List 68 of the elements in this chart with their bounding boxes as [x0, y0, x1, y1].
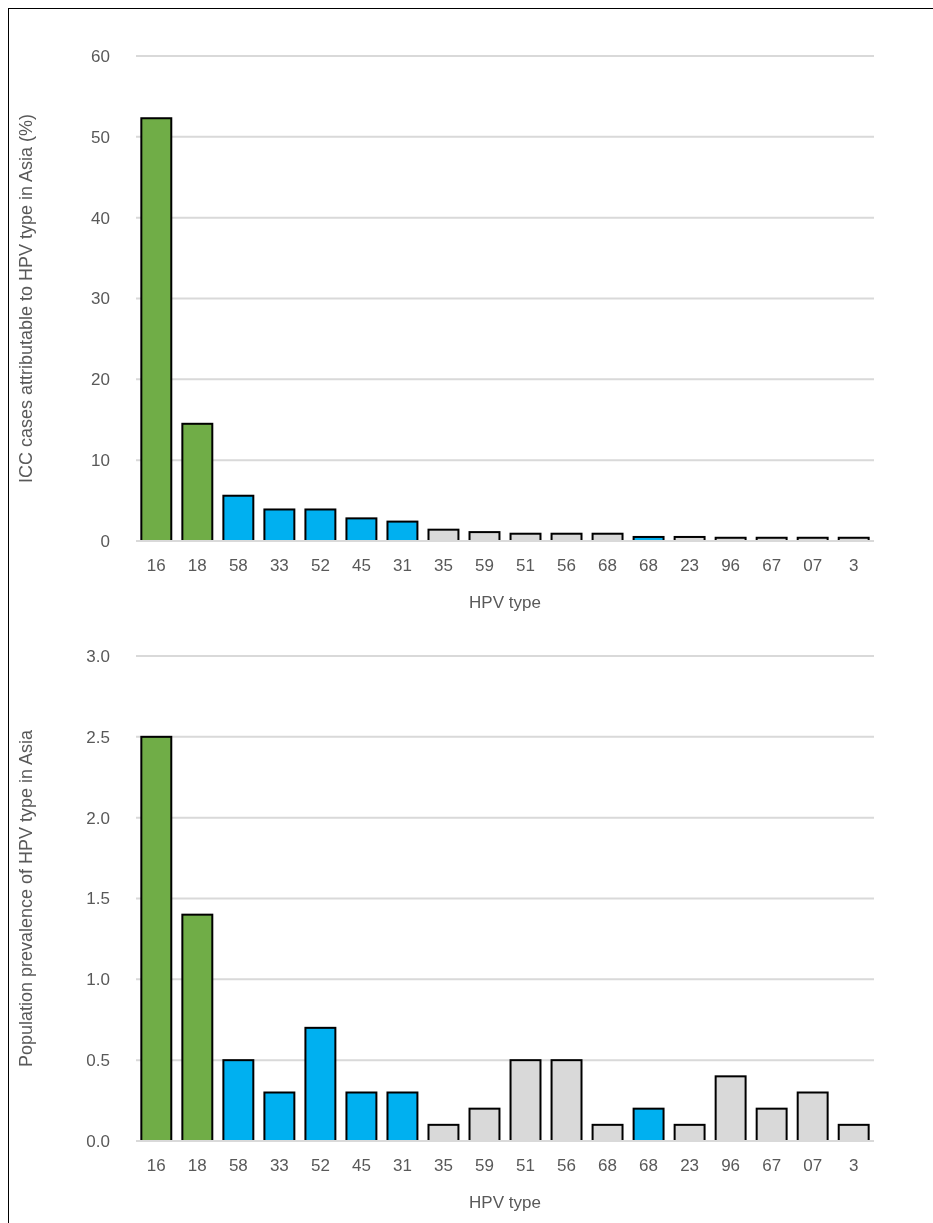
- y-tick-label: 60: [91, 46, 110, 66]
- bar: [263, 508, 296, 542]
- y-tick-label: 3.0: [86, 646, 110, 666]
- x-tick-label: 33: [269, 556, 289, 575]
- bar: [345, 517, 378, 542]
- x-tick-label: 67: [762, 1156, 782, 1175]
- bar: [632, 1107, 665, 1142]
- x-tick-label: 56: [557, 1156, 576, 1175]
- x-tick-label: 68: [598, 1156, 618, 1175]
- x-tick-label: 96: [721, 556, 741, 575]
- bar: [304, 508, 337, 542]
- bar: [181, 422, 214, 542]
- y-axis-title: Population prevalence of HPV type in Asia: [16, 728, 36, 1068]
- y-tick-label: 50: [91, 127, 110, 147]
- y-tick-label: 0.0: [86, 1131, 110, 1151]
- x-tick-label: 68: [639, 1156, 659, 1175]
- x-tick-label: 52: [310, 556, 330, 575]
- x-tick-label: 18: [187, 556, 207, 575]
- x-tick-label: 16: [146, 556, 166, 575]
- y-tick-label: 40: [91, 208, 110, 228]
- y-tick-label: 1.0: [86, 970, 110, 990]
- x-axis-title: HPV type: [469, 593, 541, 612]
- y-tick-label: 0: [100, 531, 110, 551]
- bar: [222, 1059, 255, 1142]
- y-tick-label: 20: [91, 370, 110, 390]
- x-tick-label: 58: [228, 1156, 248, 1175]
- x-tick-label: 23: [680, 556, 700, 575]
- x-tick-label: 3: [848, 556, 859, 575]
- x-tick-label: 3: [848, 1156, 859, 1175]
- x-tick-label: 31: [392, 1156, 412, 1175]
- y-tick-label: 2.0: [86, 808, 110, 828]
- x-tick-label: 56: [557, 556, 576, 575]
- x-tick-label: 07: [803, 1156, 823, 1175]
- x-tick-label: 18: [187, 1156, 207, 1175]
- y-tick-label: 1.5: [86, 889, 110, 909]
- bar: [304, 1026, 337, 1142]
- x-tick-label: 07: [803, 556, 823, 575]
- x-tick-label: 59: [475, 1156, 494, 1175]
- x-tick-label: 68: [598, 556, 618, 575]
- bar: [140, 735, 173, 1142]
- x-tick-label: 35: [434, 556, 453, 575]
- x-tick-label: 23: [680, 1156, 700, 1175]
- y-tick-label: 2.5: [86, 727, 110, 747]
- x-tick-label: 51: [516, 1156, 535, 1175]
- bar: [181, 913, 214, 1142]
- x-tick-label: 35: [434, 1156, 453, 1175]
- x-tick-label: 58: [228, 556, 248, 575]
- x-tick-label: 68: [639, 556, 659, 575]
- x-tick-label: 67: [762, 556, 782, 575]
- bar: [140, 117, 173, 542]
- y-tick-label: 10: [91, 451, 110, 471]
- bar: [345, 1091, 378, 1142]
- x-axis-title: HPV type: [469, 1193, 541, 1212]
- x-tick-label: 51: [516, 556, 535, 575]
- x-tick-label: 31: [392, 556, 412, 575]
- x-tick-label: 45: [351, 556, 371, 575]
- y-tick-label: 30: [91, 289, 110, 309]
- x-tick-label: 33: [269, 1156, 289, 1175]
- x-tick-label: 45: [351, 1156, 371, 1175]
- x-tick-label: 59: [475, 556, 494, 575]
- bar: [222, 494, 255, 542]
- x-tick-label: 96: [721, 1156, 741, 1175]
- bar: [386, 1091, 419, 1142]
- x-tick-label: 52: [310, 1156, 330, 1175]
- y-axis-title: ICC cases attributable to HPV type in Asia (%): [16, 113, 36, 484]
- y-tick-label: 0.5: [86, 1051, 110, 1071]
- x-tick-label: 16: [146, 1156, 166, 1175]
- bar: [263, 1091, 296, 1142]
